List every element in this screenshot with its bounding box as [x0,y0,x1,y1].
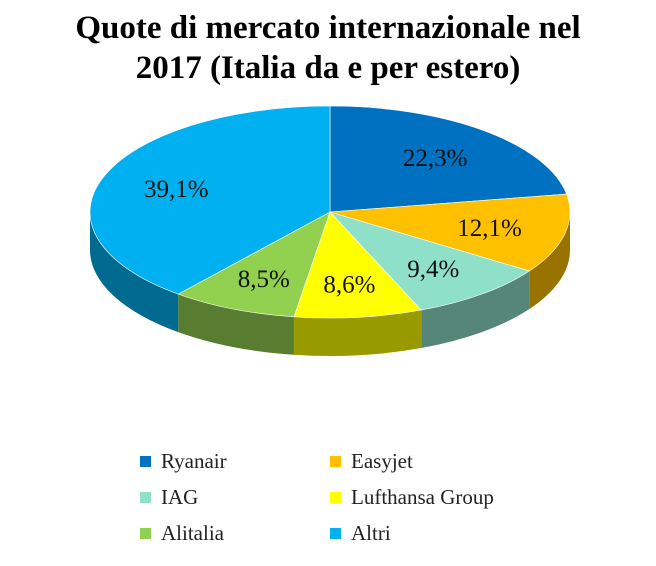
legend-label-altri: Altri [351,520,391,545]
pie-slice-lufthansa-group [293,211,422,319]
legend-item-easyjet: Easyjet [330,448,530,474]
legend-item-ryanair: Ryanair [140,448,330,474]
chart-title-line-1: Quote di mercato internazionale nel [75,10,581,46]
pie-label-altri: 39,1% [144,176,209,203]
chart-title-line-2: 2017 (Italia da e per estero) [135,50,521,86]
pie-side-iag [421,271,530,349]
pie-slice-easyjet [329,193,571,272]
legend-swatch-lufthansa-group [330,491,341,503]
legend-item-altri: Altri [330,520,530,546]
pie-slice-iag [329,211,531,311]
legend-item-lufthansa-group: Lufthansa Group [330,484,530,510]
pie-side-lufthansa-group [293,310,422,356]
legend-label-easyjet: Easyjet [351,448,413,473]
pie-sides [90,212,570,356]
pie-labels: 22,3% 12,1% 9,4% 8,6% 8,5% 39,1% [144,145,522,299]
legend-swatch-ryanair [140,455,151,467]
legend-label-alitalia: Alitalia [161,520,224,545]
pie-label-iag: 9,4% [407,256,459,283]
legend-label-lufthansa-group: Lufthansa Group [351,484,494,509]
pie-chart: 22,3% 12,1% 9,4% 8,6% 8,5% 39,1% [89,105,571,356]
legend-label-iag: IAG [161,484,199,509]
legend-swatch-alitalia [140,527,151,539]
pie-side-altri [90,212,179,333]
pie-tops [89,105,571,319]
pie-label-alitalia: 8,5% [238,266,290,293]
pie-slice-ryanair [329,105,567,213]
legend-swatch-easyjet [330,455,341,467]
legend-swatch-iag [140,491,151,503]
legend-swatch-altri [330,527,341,539]
pie-slice-alitalia [177,211,331,318]
legend: Ryanair Easyjet IAG Lufthansa Group Alit… [140,448,560,546]
chart-title: Quote di mercato internazionale nel 2017… [0,8,656,88]
pie-side-easyjet [529,212,570,310]
legend-label-ryanair: Ryanair [161,448,227,473]
pie-side-alitalia [178,294,294,355]
legend-item-alitalia: Alitalia [140,520,330,546]
pie-label-ryanair: 22,3% [403,145,468,172]
pie-slice-altri [89,105,331,295]
pie-label-lufthansa-group: 8,6% [323,272,375,299]
legend-item-iag: IAG [140,484,330,510]
pie-label-easyjet: 12,1% [457,215,522,242]
